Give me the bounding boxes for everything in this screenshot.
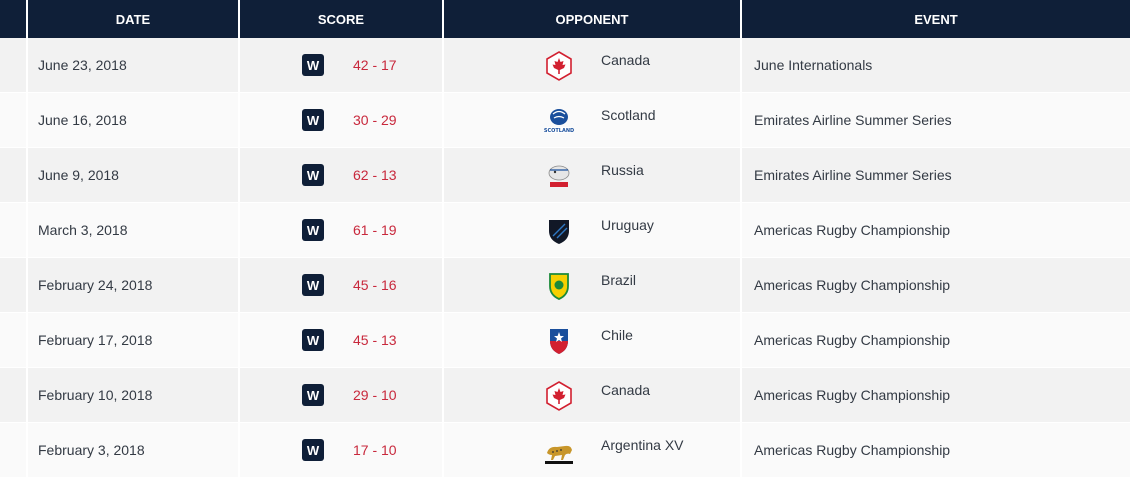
event-name: Americas Rugby Championship xyxy=(754,332,951,348)
uruguay-shield-icon xyxy=(544,216,574,246)
score-cell: W 45 - 13 xyxy=(240,313,444,367)
canada-maple-leaf-icon xyxy=(544,381,574,411)
opponent-cell[interactable]: Argentina XV xyxy=(444,423,742,477)
result-badge: W xyxy=(302,384,324,406)
match-date: February 24, 2018 xyxy=(28,258,240,312)
row-spacer xyxy=(0,38,28,92)
result-badge: W xyxy=(302,219,324,241)
opponent-cell[interactable]: Canada xyxy=(444,38,742,92)
match-score: 45 - 16 xyxy=(353,277,397,293)
argentina-jaguar-icon xyxy=(541,436,573,466)
table-header: DATE SCORE OPPONENT EVENT xyxy=(0,0,1130,38)
opponent-cell[interactable]: Canada xyxy=(444,368,742,422)
result-badge: W xyxy=(302,164,324,186)
header-event: EVENT xyxy=(914,11,958,27)
match-score: 17 - 10 xyxy=(353,442,397,458)
table-row[interactable]: June 9, 2018 W 62 - 13 Russia Emirates A… xyxy=(0,148,1130,203)
match-date: February 3, 2018 xyxy=(28,423,240,477)
header-spacer xyxy=(0,0,28,38)
header-score: SCORE xyxy=(240,0,444,38)
row-spacer xyxy=(0,148,28,202)
match-score: 61 - 19 xyxy=(353,222,397,238)
score-cell: W 29 - 10 xyxy=(240,368,444,422)
score-cell: W 45 - 16 xyxy=(240,258,444,312)
table-body: June 23, 2018 W 42 - 17 Canada June Inte… xyxy=(0,38,1130,478)
opponent-name: Scotland xyxy=(601,107,656,123)
opponent-name: Uruguay xyxy=(601,217,654,233)
row-spacer xyxy=(0,368,28,422)
chile-shield-icon xyxy=(544,326,574,356)
result-badge: W xyxy=(302,274,324,296)
score-cell: W 62 - 13 xyxy=(240,148,444,202)
match-score: 62 - 13 xyxy=(353,167,397,183)
opponent-cell[interactable]: Uruguay xyxy=(444,203,742,257)
table-row[interactable]: February 17, 2018 W 45 - 13 Chile Americ… xyxy=(0,313,1130,368)
event-name: Emirates Airline Summer Series xyxy=(754,112,952,128)
event-name: June Internationals xyxy=(754,57,873,73)
result-badge: W xyxy=(302,329,324,351)
match-date: February 10, 2018 xyxy=(28,368,240,422)
table-row[interactable]: June 23, 2018 W 42 - 17 Canada June Inte… xyxy=(0,38,1130,93)
opponent-name: Chile xyxy=(601,327,633,343)
match-score: 30 - 29 xyxy=(353,112,397,128)
brazil-shield-icon xyxy=(544,271,574,301)
opponent-name: Russia xyxy=(601,162,644,178)
table-row[interactable]: February 24, 2018 W 45 - 16 Brazil Ameri… xyxy=(0,258,1130,313)
match-date: March 3, 2018 xyxy=(28,203,240,257)
opponent-name: Brazil xyxy=(601,272,637,288)
canada-maple-leaf-icon xyxy=(544,51,574,81)
opponent-name: Canada xyxy=(601,52,651,68)
match-score: 29 - 10 xyxy=(353,387,397,403)
match-date: February 17, 2018 xyxy=(28,313,240,367)
event-name: Americas Rugby Championship xyxy=(754,387,951,403)
row-spacer xyxy=(0,258,28,312)
table-row[interactable]: March 3, 2018 W 61 - 19 Uruguay Americas… xyxy=(0,203,1130,258)
row-spacer xyxy=(0,423,28,477)
score-cell: W 30 - 29 xyxy=(240,93,444,147)
header-opponent: OPPONENT xyxy=(444,0,742,38)
event-name: Emirates Airline Summer Series xyxy=(754,167,952,183)
header-date: DATE xyxy=(28,0,240,38)
score-cell: W 17 - 10 xyxy=(240,423,444,477)
match-date: June 16, 2018 xyxy=(28,93,240,147)
opponent-name: Canada xyxy=(601,382,651,398)
match-score: 45 - 13 xyxy=(353,332,397,348)
result-badge: W xyxy=(302,439,324,461)
opponent-name: Argentina XV xyxy=(601,437,684,453)
match-date: June 9, 2018 xyxy=(28,148,240,202)
score-cell: W 61 - 19 xyxy=(240,203,444,257)
opponent-cell[interactable]: Russia xyxy=(444,148,742,202)
event-name: Americas Rugby Championship xyxy=(754,277,951,293)
result-badge: W xyxy=(302,54,324,76)
opponent-cell[interactable]: Brazil xyxy=(444,258,742,312)
table-row[interactable]: February 3, 2018 W 17 - 10 Argentina XV … xyxy=(0,423,1130,478)
score-cell: W 42 - 17 xyxy=(240,38,444,92)
scotland-thistle-icon: SCOTLAND xyxy=(544,106,574,136)
row-spacer xyxy=(0,313,28,367)
svg-text:SCOTLAND: SCOTLAND xyxy=(544,128,574,134)
row-spacer xyxy=(0,203,28,257)
row-spacer xyxy=(0,93,28,147)
opponent-cell[interactable]: SCOTLAND Scotland xyxy=(444,93,742,147)
event-name: Americas Rugby Championship xyxy=(754,442,951,458)
table-row[interactable]: June 16, 2018 W 30 - 29 SCOTLAND Scotlan… xyxy=(0,93,1130,148)
event-name: Americas Rugby Championship xyxy=(754,222,951,238)
match-score: 42 - 17 xyxy=(353,57,397,73)
opponent-cell[interactable]: Chile xyxy=(444,313,742,367)
result-badge: W xyxy=(302,109,324,131)
russia-bear-icon xyxy=(544,161,574,191)
table-row[interactable]: February 10, 2018 W 29 - 10 Canada Ameri… xyxy=(0,368,1130,423)
match-date: June 23, 2018 xyxy=(28,38,240,92)
